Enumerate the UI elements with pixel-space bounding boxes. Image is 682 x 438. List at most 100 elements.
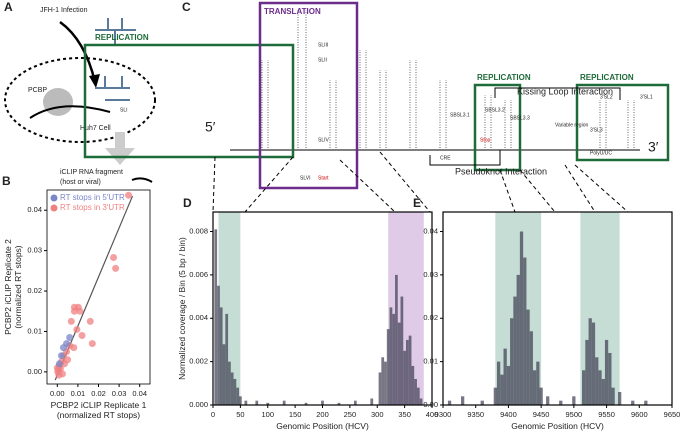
label: Kissing Loop Interaction — [517, 86, 613, 96]
x-tick-label: 0 — [211, 410, 215, 419]
bar — [255, 400, 259, 405]
box-label: TRANSLATION — [264, 7, 321, 16]
structure-label: SLI — [120, 107, 128, 113]
y-tick-label: 0.002 — [189, 357, 208, 366]
bar — [233, 378, 237, 405]
y-tick-label: 0.04 — [423, 227, 438, 236]
bar — [386, 329, 390, 405]
x-tick-label: 100 — [261, 410, 274, 419]
x-tick-label: 300 — [371, 410, 384, 419]
bar — [405, 339, 409, 405]
bar — [585, 339, 589, 405]
bar — [282, 400, 286, 405]
bar — [353, 400, 357, 405]
bar — [480, 400, 484, 405]
x-tick-label: 250 — [344, 410, 357, 419]
x-tick-label: 0.03 — [112, 389, 127, 398]
bar — [228, 361, 231, 405]
legend-label: RT stops in 3′UTR — [60, 203, 125, 212]
point — [67, 317, 75, 325]
bar — [225, 313, 229, 405]
bar — [416, 387, 420, 405]
y-tick-label: 0.03 — [423, 270, 438, 279]
structure-label: Variable region — [555, 122, 588, 128]
box-label: REPLICATION — [95, 33, 149, 42]
axis-label: PCBP2 iCLIP Replicate 2(normalized RT st… — [3, 239, 23, 335]
fragment — [131, 177, 153, 183]
point — [78, 332, 86, 339]
bar — [546, 396, 550, 405]
point — [66, 334, 74, 342]
panel-letter: D — [183, 196, 192, 210]
structure-label: SBSL3.2 — [485, 107, 505, 113]
point — [58, 370, 66, 378]
bar — [378, 372, 382, 405]
y-tick-label: 0.01 — [423, 357, 438, 366]
x-tick-label: 0.01 — [71, 389, 86, 398]
box-label: REPLICATION — [477, 73, 531, 82]
bar — [604, 339, 609, 405]
region-box — [258, 1, 359, 190]
bar — [447, 400, 452, 405]
bar — [618, 391, 622, 405]
bar — [526, 309, 530, 405]
structure-label: SBSL3.3 — [510, 115, 530, 121]
region-box — [83, 43, 295, 159]
structure-label: SBSL3.1 — [450, 112, 470, 118]
bar — [384, 361, 387, 405]
x-tick-label: 350 — [398, 410, 411, 419]
structure-label: SLIII — [318, 42, 328, 48]
bar — [532, 370, 537, 405]
rna-line — [29, 105, 111, 119]
x-tick-label: 200 — [316, 410, 329, 419]
legend-swatch — [50, 204, 58, 212]
structure-label: Stop — [480, 137, 491, 143]
bar — [411, 365, 415, 405]
structure-label: SLIV — [318, 137, 330, 143]
point — [57, 352, 65, 360]
x-tick-label: 9600 — [631, 410, 648, 419]
y-tick-label: 0.004 — [189, 313, 208, 322]
arrow — [59, 20, 97, 83]
bar — [611, 387, 615, 405]
bar — [304, 402, 308, 405]
bar — [408, 335, 412, 405]
legend-label: RT stops in 5′UTR — [60, 193, 125, 202]
structure-label: Start — [318, 175, 329, 181]
axis-label: Genomic Position (HCV) — [276, 421, 369, 431]
bar — [236, 387, 240, 405]
y-tick-label: 0.000 — [189, 400, 208, 409]
region-box — [473, 83, 522, 172]
x-tick-label: 400 — [426, 410, 439, 419]
point — [110, 253, 118, 261]
pcbp — [43, 88, 73, 116]
bar — [591, 322, 596, 405]
panel-c: C REPLICATION TRANSLATION REPLICATION RE… — [83, 0, 670, 213]
x-tick-label: 9350 — [467, 410, 484, 419]
bar — [503, 348, 507, 405]
y-tick-label: 0.006 — [189, 270, 208, 279]
label: JFH-1 Infection — [40, 7, 88, 14]
bar — [389, 307, 393, 405]
x-tick-label: 9500 — [566, 410, 583, 419]
structure-label: PolyU/UC — [590, 150, 612, 156]
five-prime: 5′ — [205, 119, 216, 135]
bar — [539, 387, 543, 405]
bar — [510, 318, 514, 405]
bar — [403, 350, 406, 405]
bar — [381, 357, 385, 405]
bar — [536, 361, 540, 405]
point — [73, 325, 81, 333]
bar — [392, 313, 396, 405]
pseudoknot-line — [429, 150, 501, 166]
rna-icon — [95, 76, 130, 101]
panel-letter: B — [2, 174, 11, 188]
bar — [414, 378, 417, 405]
bar — [598, 370, 602, 405]
bar — [595, 357, 599, 405]
structure-label: SLII — [318, 57, 327, 63]
label: Pseudoknot Interaction — [455, 166, 547, 176]
zoom-lines — [212, 151, 629, 213]
y-tick-label: 0.01 — [27, 326, 42, 335]
